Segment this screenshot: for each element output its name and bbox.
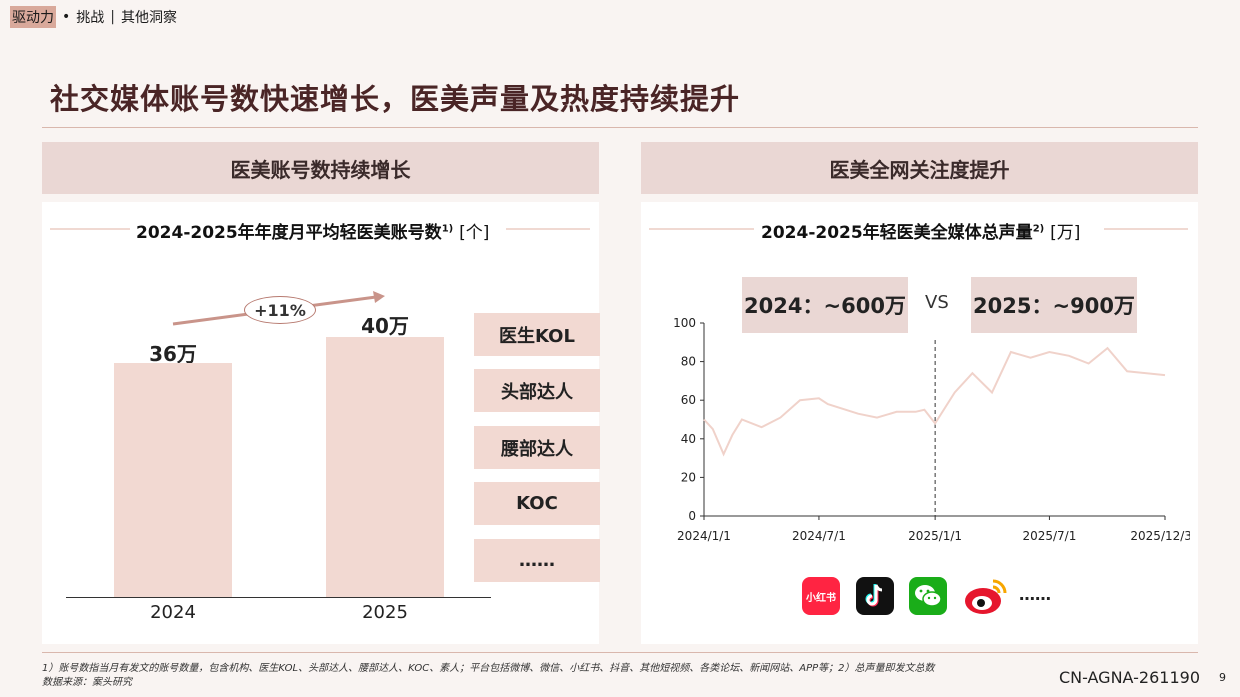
more-platforms: …… (1019, 585, 1051, 604)
category-more: …… (474, 539, 600, 582)
category-doctor-kol: 医生KOL (474, 313, 600, 356)
wechat-icon (909, 577, 947, 615)
x-tick-label: 2024/1/1 (677, 529, 731, 543)
footer-rule (42, 652, 1198, 653)
left-unit: [个] (459, 223, 490, 243)
x-tick-label: 2025/1/1 (908, 529, 962, 543)
y-tick-label: 0 (688, 509, 696, 523)
y-tick-label: 40 (681, 432, 696, 446)
xiaohongshu-icon: 小红书 (802, 577, 840, 615)
douyin-glyph (865, 584, 883, 607)
category-mid-influencer: 腰部达人 (474, 426, 600, 469)
breadcrumb-bar: | (110, 9, 115, 25)
trend-line-chart: 0 20 40 60 80 100 2024/1/1 2024/7/1 2025/1/1 2025… (673, 316, 1190, 543)
title-divider (42, 127, 1198, 128)
right-unit: [万] (1050, 223, 1081, 243)
right-subtitle-rule-right (1104, 228, 1188, 230)
compare-2024-box: 2024：~600万 (742, 277, 908, 333)
weibo-icon (963, 575, 1011, 617)
right-subtitle-text: 2024-2025年轻医美全媒体总声量 (761, 223, 1033, 243)
right-subtitle-rule-left (649, 228, 754, 230)
y-tick-label: 20 (681, 470, 696, 484)
x-tick-label: 2025/7/1 (1022, 529, 1076, 543)
x-label-2024: 2024 (150, 602, 196, 623)
left-footnote-mark: 1) (441, 223, 454, 235)
left-subtitle-rule-left (50, 228, 130, 230)
breadcrumb-dot: • (62, 9, 71, 25)
source-text: 数据来源：案头研究 (42, 677, 132, 688)
x-tick-label: 2025/12/31 (1130, 529, 1190, 543)
right-panel-body (641, 202, 1198, 644)
breadcrumb: 驱动力 • 挑战 | 其他洞察 (10, 6, 177, 28)
wechat-glyph (915, 585, 942, 607)
douyin-icon (856, 577, 894, 615)
left-panel-header: 医美账号数持续增长 (42, 142, 599, 194)
breadcrumb-item-insights[interactable]: 其他洞察 (120, 10, 177, 26)
left-subtitle-text: 2024-2025年年度月平均轻医美账号数 (136, 223, 442, 243)
right-panel-header: 医美全网关注度提升 (641, 142, 1198, 194)
compare-2025-box: 2025：~900万 (971, 277, 1137, 333)
x-tick-label: 2024/7/1 (792, 529, 846, 543)
page-title: 社交媒体账号数快速增长，医美声量及热度持续提升 (50, 82, 741, 116)
weibo-glyph (965, 579, 1007, 614)
category-koc: KOC (474, 482, 600, 525)
series-line (703, 346, 1166, 457)
y-tick-label: 100 (673, 316, 696, 330)
y-tick-label: 80 (681, 355, 696, 369)
bar-value-2025: 40万 (361, 314, 409, 338)
right-chart-subtitle: 2024-2025年轻医美全媒体总声量2) [万] (761, 218, 1080, 243)
vs-label: VS (925, 292, 949, 313)
document-code: CN-AGNA-261190 (1058, 668, 1200, 687)
x-label-2025: 2025 (362, 602, 408, 623)
bar-2024 (114, 363, 232, 597)
xiaohongshu-icon-label: 小红书 (806, 592, 836, 604)
bar-value-2024: 36万 (149, 342, 197, 366)
left-chart-subtitle: 2024-2025年年度月平均轻医美账号数1) [个] (136, 218, 489, 243)
footnote-text: 1）账号数指当月有发文的账号数量，包含机构、医生KOL、头部达人、腰部达人、KO… (42, 663, 935, 674)
page-number: 9 (1219, 671, 1226, 684)
right-footnote-mark: 2) (1032, 223, 1045, 235)
bar-chart-baseline (66, 597, 491, 598)
growth-badge: +11% (244, 296, 316, 324)
y-tick-label: 60 (681, 393, 696, 407)
left-subtitle-rule-right (506, 228, 590, 230)
breadcrumb-item-challenge[interactable]: 挑战 (76, 10, 105, 26)
bar-2025 (326, 337, 444, 597)
breadcrumb-active[interactable]: 驱动力 (10, 6, 56, 28)
category-top-influencer: 头部达人 (474, 369, 600, 412)
